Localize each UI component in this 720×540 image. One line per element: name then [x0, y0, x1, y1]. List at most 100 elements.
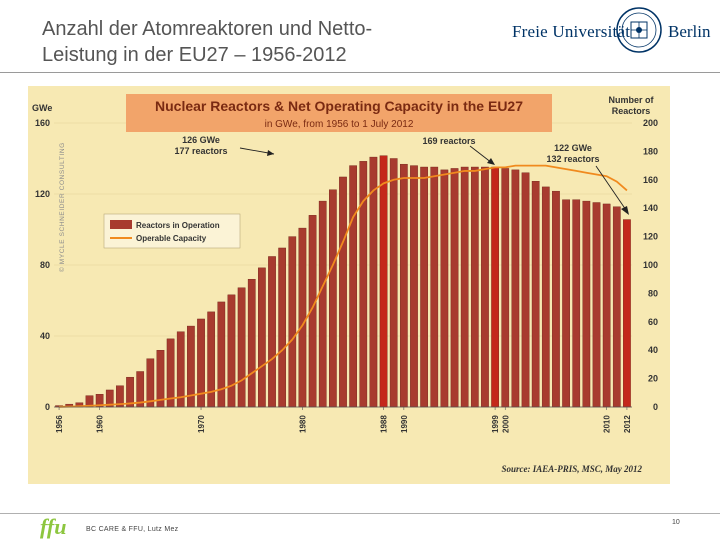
bar-1991 — [410, 165, 418, 408]
bar-2001 — [511, 169, 520, 408]
y-right-tick-label: 120 — [643, 232, 658, 242]
y-right-tick-label: 180 — [643, 146, 658, 156]
university-city: Berlin — [668, 22, 711, 41]
bar-1973 — [227, 294, 236, 408]
footer-divider — [0, 513, 720, 514]
annotation-2012-line1: 122 GWe — [554, 143, 592, 153]
y-left-tick-label: 40 — [40, 331, 50, 341]
slide-title: Anzahl der Atomreaktoren und Netto- Leis… — [42, 16, 462, 68]
y-right-tick-label: 200 — [643, 118, 658, 128]
title-line-1: Anzahl der Atomreaktoren und Netto- — [42, 18, 373, 40]
bar-1996 — [460, 166, 469, 408]
bar-1978 — [278, 247, 287, 408]
bar-1965 — [146, 358, 155, 408]
bar-2006 — [562, 199, 570, 408]
y-left-tick-label: 80 — [40, 260, 50, 270]
bar-2008 — [582, 200, 591, 408]
y-right-tick-label: 80 — [648, 288, 658, 298]
legend-label-capacity: Operable Capacity — [136, 234, 207, 243]
chart-source: Source: IAEA-PRIS, MSC, May 2012 — [501, 464, 642, 474]
bar-1994 — [440, 169, 449, 408]
annotation-1999-arrowhead — [487, 158, 495, 165]
watermark: © MYCLE SCHNEIDER CONSULTING — [58, 142, 66, 272]
y-right-tick-label: 160 — [643, 175, 658, 185]
bar-1980 — [298, 227, 307, 408]
legend-box — [103, 213, 241, 249]
title-divider — [0, 72, 720, 73]
chart-title-box — [126, 94, 552, 132]
bar-1966 — [156, 350, 165, 408]
page-number: 10 — [672, 519, 680, 526]
bar-1975 — [247, 278, 256, 408]
y-right-tick-label: 20 — [648, 374, 658, 384]
x-tick-label: 1956 — [55, 415, 64, 433]
x-tick-label: 2010 — [603, 415, 612, 433]
x-tick-label: 1988 — [380, 415, 389, 433]
bar-1983 — [329, 189, 337, 408]
footer-credit: BC CARE & FFU, Lutz Mez — [86, 526, 179, 533]
annotation-2012-line2: 132 reactors — [546, 154, 599, 164]
bar-1992 — [420, 166, 428, 408]
annotation-1999-line1: 169 reactors — [422, 136, 475, 146]
annotation-1988-line1: 126 GWe — [182, 135, 220, 145]
bar-2000 — [501, 168, 510, 408]
bar-1968 — [176, 331, 185, 408]
x-tick-label: 2012 — [623, 415, 632, 433]
y-axis-right-label: Number of Reactors — [608, 95, 654, 116]
legend: Reactors in Operation Operable Capacity — [103, 213, 241, 249]
y-right-tick-label: 0 — [653, 402, 658, 412]
bar-1989 — [389, 158, 398, 408]
y-right-tick-label: 40 — [648, 345, 658, 355]
y-left-tick-label: 160 — [35, 118, 50, 128]
bar-1967 — [166, 338, 175, 408]
university-seal-icon — [616, 7, 662, 53]
bar-1977 — [268, 256, 276, 408]
annotation-2012-arrowhead — [621, 206, 629, 215]
bar-1972 — [217, 301, 226, 408]
bar-1997 — [470, 166, 479, 408]
nuclear-reactors-chart: 0 40 80 120 160 0 20 40 60 80 100 120 140 160 180 200 19… — [28, 86, 670, 484]
y-right-tick-label: 100 — [643, 260, 658, 270]
bar-1990 — [399, 163, 408, 408]
bar-2004 — [541, 186, 550, 408]
bar-2010 — [602, 203, 611, 408]
university-name: Freie Universität — [512, 22, 631, 41]
bar-1984 — [339, 176, 347, 408]
bar-2002 — [521, 172, 530, 408]
legend-swatch-reactors — [110, 220, 132, 229]
annotation-1988-line2: 177 reactors — [174, 146, 227, 156]
x-tick-label: 1999 — [491, 415, 500, 433]
y-right-tick-label: 60 — [648, 317, 658, 327]
bar-1998 — [481, 166, 489, 408]
x-tick-label: 1960 — [96, 415, 105, 433]
annotation-2012-arrow — [595, 165, 627, 211]
bar-2007 — [572, 199, 581, 408]
y-left-tick-label: 120 — [35, 189, 50, 199]
annotation-1988-arrowhead — [267, 150, 274, 156]
bar-2012 — [623, 219, 631, 408]
ffu-logo-text: ffu — [40, 514, 67, 539]
y-axis-right-label-text: Number of Reactors — [608, 95, 654, 116]
title-line-2: Leistung in der EU27 – 1956-2012 — [42, 44, 347, 66]
bars — [55, 155, 631, 408]
bar-2009 — [592, 202, 601, 408]
ffu-logo: ffu — [40, 514, 67, 539]
bar-1982 — [318, 200, 327, 408]
axes: 0 40 80 120 160 0 20 40 60 80 100 120 140 160 180 200 19… — [35, 118, 658, 433]
chart-subtitle: in GWe, from 1956 to 1 July 2012 — [265, 119, 414, 130]
annotation-1988: 126 GWe 177 reactors — [174, 135, 275, 156]
y-axis-left-label: GWe — [32, 103, 52, 113]
capacity-line — [59, 164, 628, 408]
capacity-line-group — [59, 164, 628, 408]
annotation-1999-arrow — [469, 145, 493, 164]
bar-1999 — [491, 166, 499, 408]
bar-1985 — [349, 165, 357, 408]
bar-1987 — [369, 156, 378, 408]
x-tick-label: 1980 — [298, 415, 307, 433]
y-left-tick-label: 0 — [45, 402, 50, 412]
bar-1979 — [288, 236, 297, 408]
x-tick-label: 1970 — [197, 415, 206, 433]
x-tick-label: 2000 — [501, 415, 510, 433]
bar-2011 — [612, 206, 621, 408]
chart-title: Nuclear Reactors & Net Operating Capacit… — [155, 98, 523, 114]
